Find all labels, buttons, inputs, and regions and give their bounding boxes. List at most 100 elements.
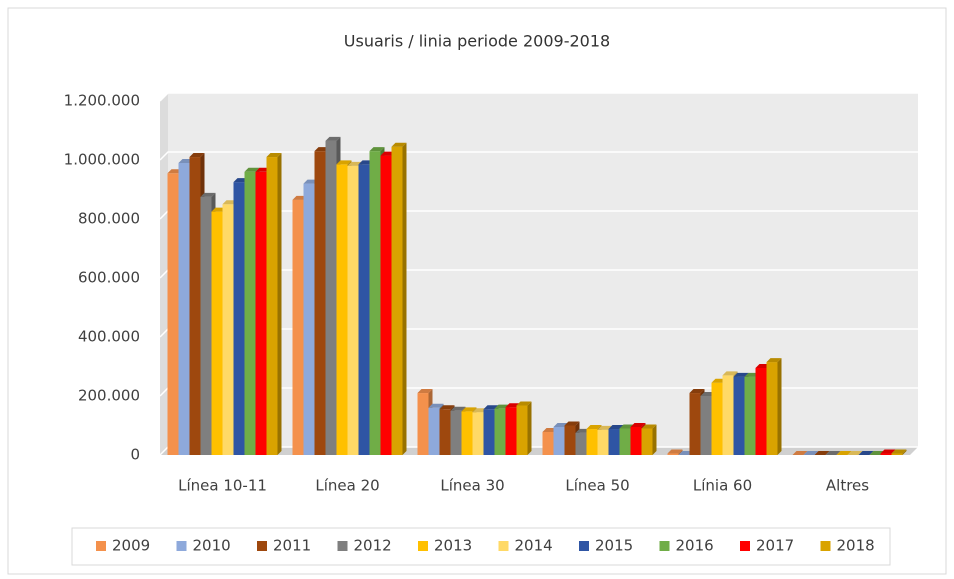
bar-top	[336, 160, 352, 165]
bar-top	[836, 451, 852, 455]
bar-front	[222, 204, 234, 455]
bar-front	[211, 211, 223, 455]
bar-front	[292, 199, 304, 455]
legend-label: 2016	[676, 537, 714, 555]
bar-top	[630, 422, 646, 427]
bar-front	[483, 409, 495, 455]
legend-label: 2018	[837, 537, 875, 555]
bar-front	[380, 155, 392, 455]
bar-front	[505, 407, 517, 455]
bar-front	[755, 367, 767, 455]
bar-top	[266, 153, 282, 158]
bar-top	[667, 449, 683, 454]
bar-top	[516, 401, 532, 406]
bar	[792, 451, 808, 455]
x-tick-label: Línea 10-11	[178, 477, 267, 495]
bar-front	[516, 405, 528, 455]
bar-top	[369, 147, 385, 152]
bar-top	[391, 142, 407, 147]
bar-front	[494, 408, 506, 455]
legend-swatch	[659, 541, 670, 551]
bar-front	[733, 376, 745, 455]
bar-front	[461, 411, 473, 455]
bar-top	[564, 421, 580, 426]
bar-front	[303, 183, 315, 455]
bar-top	[891, 449, 907, 454]
bar-front	[417, 393, 429, 455]
bar-top	[814, 451, 830, 455]
bar-top	[847, 451, 863, 455]
bar-front	[564, 425, 576, 455]
legend-label: 2010	[193, 537, 231, 555]
legend-swatch	[96, 541, 106, 551]
bar-side	[402, 142, 407, 455]
bar-front	[689, 393, 701, 455]
bar-top	[858, 451, 874, 455]
bar-front	[700, 396, 712, 455]
bar-front	[575, 432, 587, 455]
bar	[516, 401, 532, 455]
bar-front	[325, 140, 337, 455]
legend	[71, 527, 891, 566]
bar-top	[722, 371, 738, 376]
y-tick-label: 200.000	[78, 387, 140, 405]
bar-front	[369, 151, 381, 455]
legend-label: 2014	[515, 537, 553, 555]
bar-top	[244, 167, 260, 172]
x-tick-label: Línea 20	[315, 477, 379, 495]
bar-top	[461, 407, 477, 412]
y-tick-label: 600.000	[78, 269, 140, 287]
grid-line	[159, 92, 918, 102]
bar	[891, 449, 907, 455]
x-tick-label: Línea 30	[440, 477, 504, 495]
bar-front	[314, 151, 326, 455]
grid-line	[159, 151, 918, 161]
bar-front	[891, 453, 903, 455]
legend-swatch	[498, 541, 509, 551]
bar-top	[733, 372, 749, 377]
legend-label: 2009	[112, 537, 150, 555]
bar-top	[766, 358, 782, 363]
bar	[858, 451, 874, 455]
bar-front	[586, 429, 598, 455]
bar-front	[255, 171, 267, 456]
x-tick-label: Altres	[826, 477, 869, 495]
bar-front	[167, 173, 179, 455]
bar-front	[553, 426, 565, 455]
bar-top	[483, 405, 499, 410]
bar-front	[667, 453, 679, 455]
bar-front	[244, 171, 256, 456]
legend-swatch	[820, 541, 831, 551]
legend-label: 2011	[273, 537, 311, 555]
legend-swatch	[176, 541, 187, 551]
bar-side	[777, 358, 782, 455]
legend-swatch	[579, 541, 589, 551]
bar-top	[608, 425, 624, 430]
bar-side	[652, 424, 657, 455]
bar	[641, 424, 657, 455]
bar-front	[880, 453, 892, 455]
bar-top	[189, 153, 205, 158]
legend-label: 2013	[434, 537, 472, 555]
bar-top	[439, 405, 455, 410]
bar-front	[200, 196, 212, 455]
bar	[836, 451, 852, 455]
legend-label: 2015	[595, 537, 633, 555]
bar	[814, 451, 830, 455]
bar-side	[678, 449, 683, 455]
bar-top	[200, 192, 216, 197]
bar-front	[641, 428, 653, 455]
y-tick-label: 0	[130, 446, 140, 464]
bar-side	[277, 153, 282, 456]
bar-front	[336, 164, 348, 456]
legend-swatch	[257, 541, 267, 551]
bar	[391, 142, 407, 455]
bar-front	[472, 412, 484, 455]
legend-label: 2017	[756, 537, 794, 555]
bar-front	[608, 429, 620, 455]
x-tick-label: Línea 50	[565, 477, 629, 495]
bar-top	[689, 389, 705, 394]
bar-front	[391, 146, 403, 455]
bar-front	[358, 164, 370, 456]
